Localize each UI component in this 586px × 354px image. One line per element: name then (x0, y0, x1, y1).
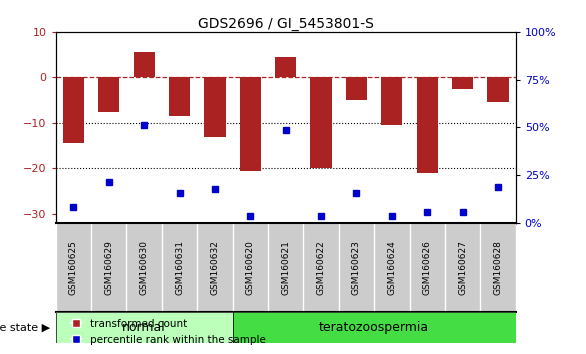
Bar (134, 52, 155, 78)
Bar (481, 32, 516, 223)
Bar (339, 32, 374, 223)
Bar (311, 78, 332, 169)
Text: GSM160627: GSM160627 (458, 240, 467, 295)
Bar (127, 32, 162, 223)
Bar (169, 78, 190, 116)
Bar (240, 78, 261, 171)
Bar (488, 78, 509, 102)
Bar (56, 312, 233, 343)
Bar (162, 32, 197, 223)
Bar (205, 78, 226, 137)
Bar (374, 32, 410, 223)
Text: disease state ▶: disease state ▶ (0, 322, 50, 332)
Title: GDS2696 / GI_5453801-S: GDS2696 / GI_5453801-S (197, 17, 374, 31)
Text: GSM160626: GSM160626 (423, 240, 432, 295)
Bar (417, 78, 438, 173)
Bar (197, 32, 233, 223)
Text: teratozoospermia: teratozoospermia (319, 321, 429, 334)
Text: GSM160623: GSM160623 (352, 240, 361, 295)
Text: GSM160629: GSM160629 (104, 240, 113, 295)
Bar (56, 32, 91, 223)
Text: GSM160624: GSM160624 (387, 240, 396, 295)
Bar (445, 32, 481, 223)
Bar (275, 57, 297, 78)
Text: normal: normal (122, 321, 166, 334)
Bar (91, 32, 127, 223)
Text: GSM160621: GSM160621 (281, 240, 290, 295)
Bar (452, 78, 473, 89)
Text: GSM160631: GSM160631 (175, 240, 184, 295)
Bar (304, 32, 339, 223)
Text: GSM160625: GSM160625 (69, 240, 78, 295)
Bar (63, 78, 84, 143)
Text: GSM160620: GSM160620 (246, 240, 255, 295)
Text: GSM160632: GSM160632 (210, 240, 219, 295)
Legend: transformed count, percentile rank within the sample: transformed count, percentile rank withi… (67, 315, 270, 349)
Text: GSM160630: GSM160630 (139, 240, 149, 295)
Bar (268, 32, 304, 223)
Text: GSM160622: GSM160622 (316, 240, 326, 295)
Bar (98, 78, 120, 112)
Bar (346, 78, 367, 100)
Bar (233, 312, 516, 343)
Bar (233, 32, 268, 223)
Bar (381, 78, 403, 125)
Bar (410, 32, 445, 223)
Text: GSM160628: GSM160628 (493, 240, 502, 295)
